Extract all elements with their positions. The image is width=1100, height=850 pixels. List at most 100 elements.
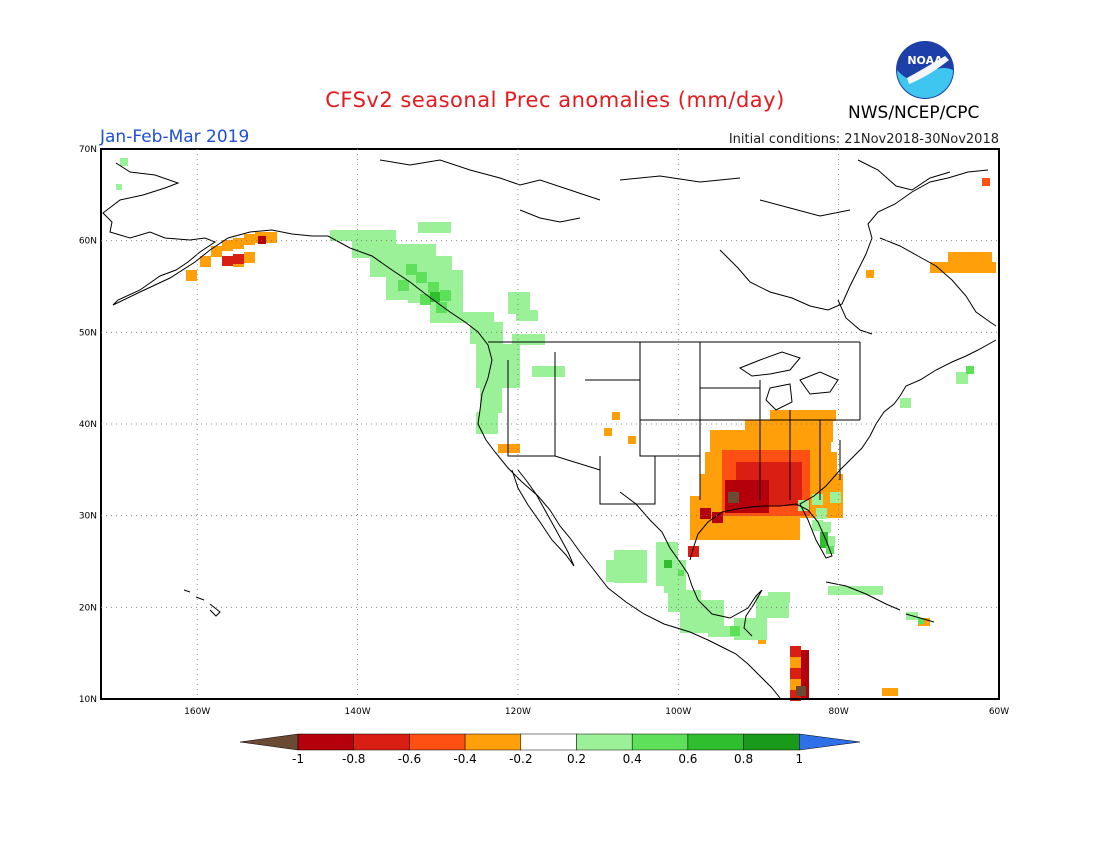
- anomaly-cell: [733, 450, 744, 461]
- anomaly-cell: [120, 158, 128, 166]
- anomaly-cell: [408, 270, 419, 281]
- anomaly-cell: [492, 333, 503, 344]
- coastlines: [102, 159, 997, 699]
- anomaly-cell: [811, 420, 822, 431]
- anomaly-cell: [822, 420, 833, 431]
- anomaly-cell: [712, 518, 723, 529]
- anomaly-cell: [747, 480, 758, 491]
- anomaly-cell: [487, 366, 498, 377]
- anomaly-cell: [636, 561, 647, 572]
- anomaly-cell: [821, 496, 832, 507]
- anomaly-cell: [386, 267, 397, 278]
- anomaly-cell: [487, 355, 498, 366]
- colorbar-segment: [409, 733, 466, 751]
- anomaly-cell: [780, 484, 791, 495]
- anomaly-cell: [363, 236, 374, 247]
- anomaly-cell: [952, 262, 963, 273]
- anomaly-cell: [527, 310, 538, 321]
- anomaly-cell: [791, 462, 802, 473]
- anomaly-cell: [414, 244, 425, 255]
- anomaly-cell: [385, 230, 396, 241]
- anomaly-cell: [498, 444, 520, 453]
- anomaly-cell: [397, 256, 408, 267]
- anomaly-cell: [918, 618, 924, 624]
- anomaly-cell: [702, 622, 713, 633]
- anomaly-cell: [745, 529, 756, 540]
- anomaly-cell: [436, 302, 447, 313]
- anomaly-cell: [956, 372, 968, 384]
- anomaly-cell: [767, 420, 778, 431]
- anomaly-cell: [266, 232, 277, 243]
- anomaly-cell: [708, 626, 719, 637]
- anomaly-cell: [982, 178, 990, 186]
- anomaly-cell: [408, 281, 419, 292]
- anomaly-cell: [711, 485, 722, 496]
- map-frame: [100, 148, 1000, 700]
- colorbar-segment: [520, 733, 577, 751]
- anomaly-cell: [799, 494, 810, 505]
- anomaly-cell: [789, 431, 800, 442]
- anomaly-cell: [606, 560, 617, 571]
- anomaly-cell: [386, 278, 397, 289]
- anomaly-cell: [233, 254, 244, 264]
- anomaly-cell: [416, 272, 427, 283]
- anomaly-cell: [821, 474, 832, 485]
- colorbar-segment: [576, 733, 633, 751]
- anomaly-cells: [116, 158, 996, 701]
- anomaly-cell: [710, 430, 721, 441]
- anomaly-cell: [470, 322, 481, 333]
- anomaly-cell: [516, 310, 527, 321]
- anomaly-cell: [985, 262, 996, 273]
- anomaly-cell: [430, 256, 441, 267]
- anomaly-cell: [758, 462, 769, 473]
- anomaly-cell: [441, 270, 452, 281]
- anomaly-cell: [509, 366, 520, 377]
- anomaly-cell: [625, 550, 636, 561]
- anomaly-cell: [675, 560, 686, 571]
- anomaly-cell: [810, 507, 821, 518]
- anomaly-cell: [701, 529, 712, 540]
- anomaly-cell: [352, 247, 363, 258]
- anomaly-cell: [430, 270, 441, 281]
- anomaly-cell: [519, 303, 530, 314]
- anomaly-cell: [799, 450, 810, 461]
- colorbar-label: -0.6: [398, 752, 421, 766]
- anomaly-cell: [756, 420, 767, 431]
- anomaly-cell: [625, 561, 636, 572]
- colorbar-label: -0.4: [453, 752, 476, 766]
- anomaly-cell: [244, 234, 255, 245]
- anomaly-cell: [430, 292, 440, 302]
- colorbar-label: 0.2: [567, 752, 586, 766]
- anomaly-cell: [798, 500, 809, 511]
- anomaly-cell: [758, 473, 769, 484]
- anomaly-cell: [480, 402, 491, 413]
- anomaly-cell: [800, 420, 811, 431]
- anomaly-cell: [798, 441, 809, 452]
- anomaly-cell: [756, 618, 767, 629]
- colorbar: -1 -0.8 -0.6 -0.4 -0.2 0.2 0.4 0.6 0.8 1: [239, 733, 861, 766]
- forecast-period: Jan-Feb-Mar 2019: [100, 127, 250, 147]
- anomaly-cell: [398, 280, 409, 291]
- anomaly-cell: [809, 441, 820, 452]
- anomaly-cell: [766, 505, 777, 516]
- anomaly-cell: [476, 366, 487, 377]
- anomaly-cell: [930, 262, 941, 273]
- colorbar-label: 1: [795, 752, 803, 766]
- anomaly-cell: [820, 522, 831, 533]
- colorbar-label: -0.2: [509, 752, 532, 766]
- anomaly-cell: [789, 518, 800, 529]
- anomaly-cell: [722, 450, 733, 461]
- anomaly-cell: [832, 507, 843, 518]
- anomaly-cell: [768, 592, 779, 603]
- anomaly-cell: [606, 571, 617, 582]
- anomaly-cell: [675, 582, 686, 593]
- anomaly-cell: [705, 452, 716, 463]
- lat-tick-label: 40N: [79, 420, 97, 430]
- lon-tick-label: 140W: [345, 707, 371, 717]
- anomaly-cell: [702, 611, 713, 622]
- anomaly-cell: [498, 377, 509, 388]
- anomaly-cell: [745, 518, 756, 529]
- anomaly-cell: [792, 410, 803, 421]
- anomaly-cell: [452, 270, 463, 281]
